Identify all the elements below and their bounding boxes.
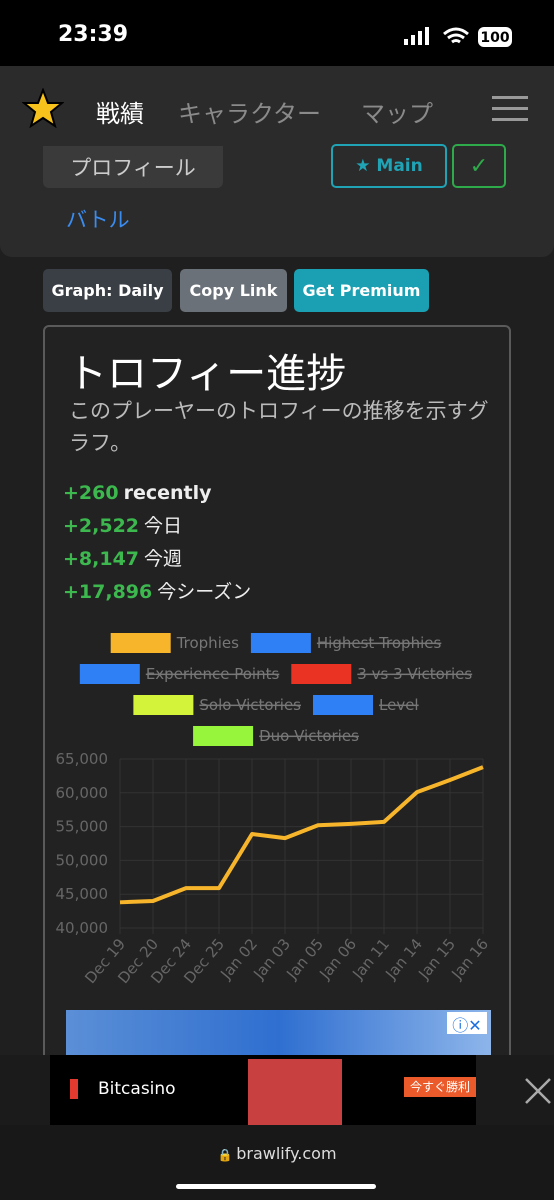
nav-item[interactable]: 戦績 xyxy=(96,100,144,128)
legend-label: Level xyxy=(379,696,419,714)
ad-image xyxy=(248,1059,342,1125)
legend-label: Trophies xyxy=(176,634,239,652)
nav-item[interactable]: キャラクター xyxy=(178,100,322,128)
ad-cta[interactable]: 今すぐ勝利 xyxy=(404,1077,476,1097)
ad-brand: Bitcasino xyxy=(98,1079,176,1099)
url-text: brawlify.com xyxy=(236,1144,337,1163)
premium-button[interactable]: Get Premium xyxy=(294,269,429,312)
main-button[interactable]: ★ Main xyxy=(331,144,447,188)
legend-swatch xyxy=(133,695,194,715)
legend-label: Solo Victories xyxy=(199,696,301,714)
profile-tab[interactable]: プロフィール xyxy=(43,146,223,188)
close-ad[interactable] xyxy=(524,1077,552,1105)
nav-item[interactable]: マップ xyxy=(361,100,433,128)
browser-bar: 🔒 brawlify.com xyxy=(0,1125,554,1200)
card-description: このプレーヤーのトロフィーの推移を示すグラフ。 xyxy=(69,399,489,455)
legend-label: Highest Trophies xyxy=(317,634,442,652)
graph-button[interactable]: Graph: Daily xyxy=(43,269,172,312)
legend-swatch xyxy=(291,664,352,684)
legend-label: Experience Points xyxy=(146,665,280,683)
legend-swatch xyxy=(313,695,373,715)
stat-row: +2,522 今日 xyxy=(63,510,251,543)
stat-row: +8,147 今週 xyxy=(63,543,251,576)
nav-bar: 戦績 キャラクター マップ xyxy=(0,66,554,150)
x-tick-label: Jan 02 xyxy=(216,935,261,983)
card-title: トロフィー進捗 xyxy=(67,351,347,397)
legend-label: Duo Victories xyxy=(259,727,359,745)
stat-value: +17,896 xyxy=(63,581,153,603)
battery-level: 100 xyxy=(480,30,509,46)
check-button[interactable]: ✓ xyxy=(452,144,506,188)
url: 🔒 brawlify.com xyxy=(217,1144,337,1163)
profile-panel: プロフィール ★ Main ✓ バトル xyxy=(0,144,554,257)
legend-swatch xyxy=(79,664,140,684)
stat-value: +8,147 xyxy=(63,548,140,570)
stat-value: +260 xyxy=(63,482,119,504)
y-tick-label: 40,000 xyxy=(56,919,109,937)
stats: +260 recently +2,522 今日 +8,147 今週 +17,896 今シーズン xyxy=(63,477,251,609)
legend-swatch xyxy=(193,726,254,746)
stat-label: 今日 xyxy=(144,515,183,537)
clock: 23:39 xyxy=(58,22,129,47)
ad-close[interactable]: ⓘ✕ xyxy=(447,1012,487,1035)
legend-swatch xyxy=(250,633,311,653)
x-tick-label: Jan 05 xyxy=(282,935,327,983)
legend-label: 3 vs 3 Victories xyxy=(357,665,472,683)
stat-row: +17,896 今シーズン xyxy=(63,576,251,609)
ad-bar: Bitcasino 今すぐ勝利 xyxy=(0,1055,554,1125)
stat-label: 今週 xyxy=(144,548,183,570)
x-tick-label: Jan 14 xyxy=(381,935,426,983)
series-line xyxy=(119,765,484,905)
y-tick-label: 65,000 xyxy=(56,750,109,768)
battle-link[interactable]: バトル xyxy=(66,208,130,232)
chart: Trophies Highest Trophies Experience Point… xyxy=(56,633,492,987)
status-bar: 23:39 100 xyxy=(0,0,554,66)
x-tick-label: Jan 03 xyxy=(249,935,294,983)
trophy-card: トロフィー進捗 このプレーヤーのトロフィーの推移を示すグラフ。 +260 rece… xyxy=(43,325,511,1069)
stat-label: 今シーズン xyxy=(157,581,252,603)
stat-label: recently xyxy=(123,482,212,504)
logo[interactable] xyxy=(22,88,64,128)
menu-button[interactable] xyxy=(492,94,528,124)
ad-banner[interactable]: ⓘ✕ xyxy=(66,1010,491,1055)
y-tick-label: 45,000 xyxy=(56,885,109,903)
legend-swatch xyxy=(110,633,171,653)
y-tick-label: 50,000 xyxy=(56,851,109,869)
copy-link-button[interactable]: Copy Link xyxy=(180,269,287,312)
x-tick-label: Jan 11 xyxy=(348,935,393,983)
stat-row: +260 recently xyxy=(63,477,251,510)
stat-value: +2,522 xyxy=(63,515,140,537)
home-indicator xyxy=(176,1184,376,1189)
status-icons: 100 xyxy=(404,27,512,47)
y-tick-label: 60,000 xyxy=(56,784,109,802)
ad-box[interactable]: Bitcasino 今すぐ勝利 xyxy=(50,1055,476,1125)
y-tick-label: 55,000 xyxy=(56,818,109,836)
x-tick-label: Jan 06 xyxy=(315,935,360,983)
x-tick-label: Jan 16 xyxy=(447,935,492,983)
x-tick-label: Jan 15 xyxy=(414,935,459,983)
